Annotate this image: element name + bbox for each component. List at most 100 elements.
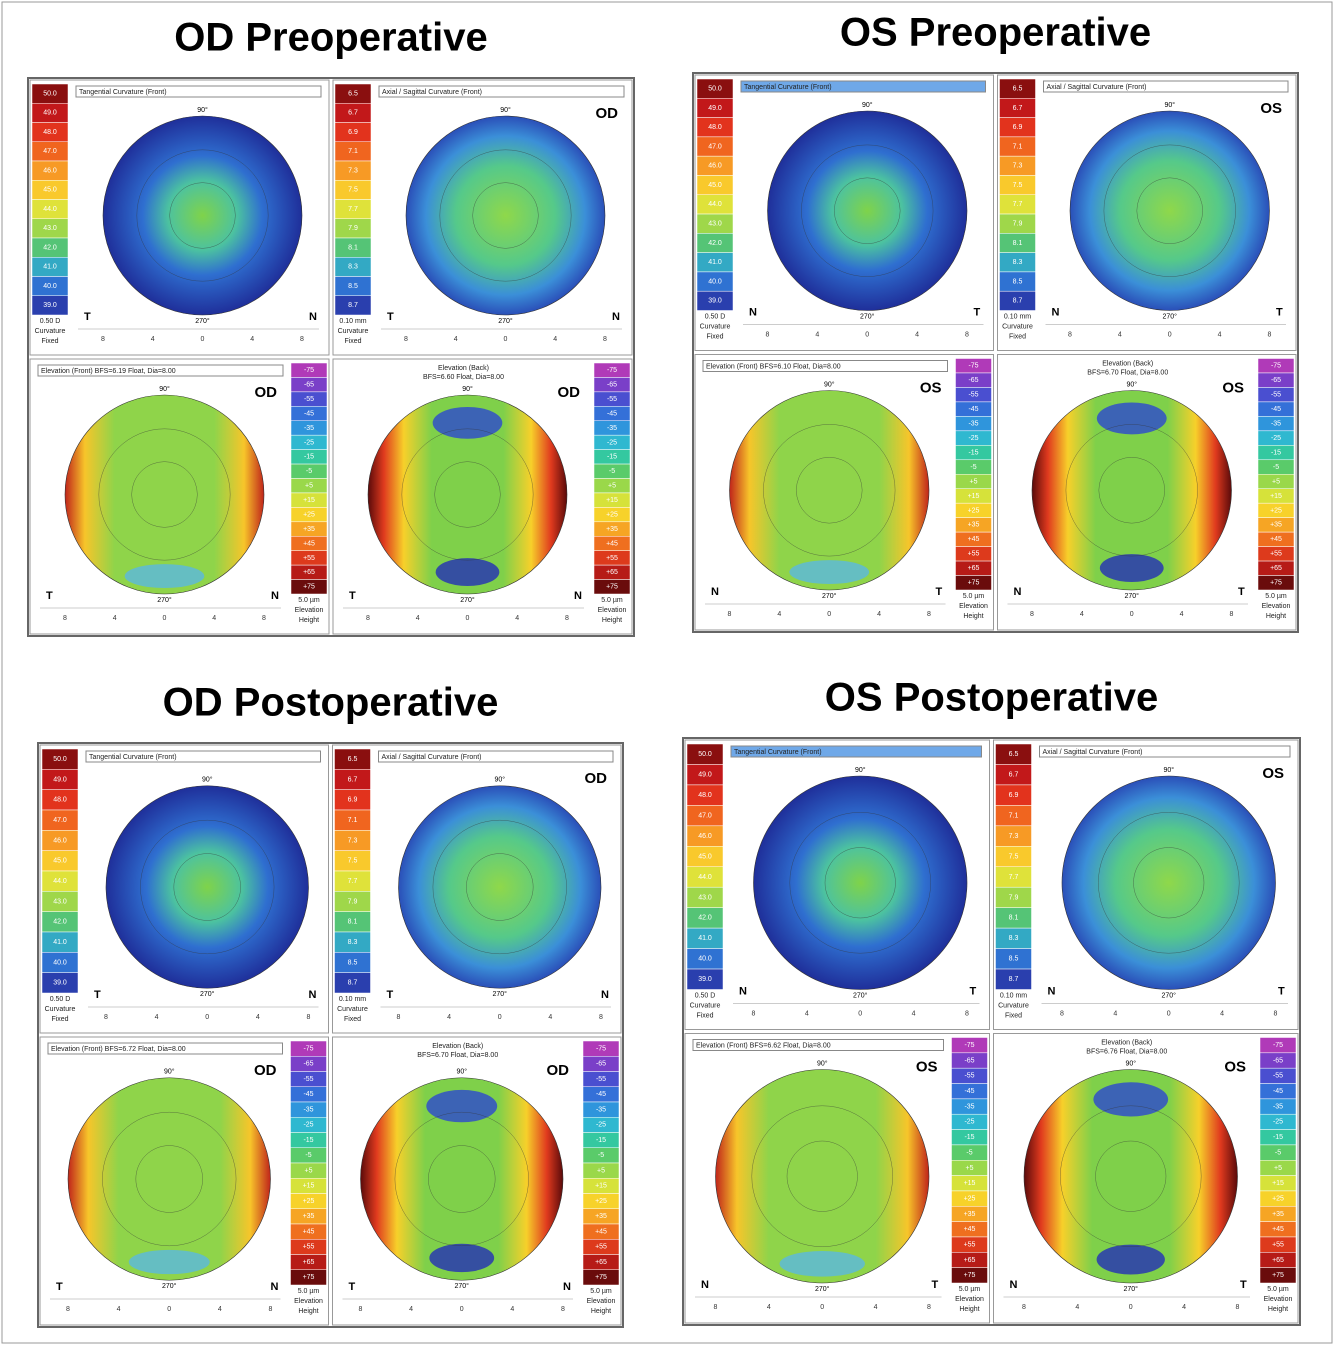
angle-top: 90° [462,385,473,393]
scale-label: +75 [968,580,980,587]
scale-label: +65 [1272,1257,1284,1264]
side-right: T [974,306,981,318]
eye-label: OS [1262,765,1284,782]
scale-label: 7.1 [348,817,358,824]
side-right: T [1276,306,1283,318]
scale-label: 7.1 [348,148,358,155]
topography-map [1070,111,1270,311]
ruler-label: 4 [777,611,781,618]
map-header: Elevation (Front) BFS=6.72 Float, Dia=8.… [51,1046,186,1053]
ruler-label: 8 [927,1304,931,1311]
scale-footer: 0.50 D [50,996,71,1003]
side-right: N [271,590,279,602]
angle-bottom: 270° [1163,312,1178,320]
scale-label: 43.0 [698,894,712,901]
angle-bottom: 270° [815,1285,830,1293]
ruler-label: 8 [404,336,408,343]
scale-label: -55 [1271,392,1281,399]
scale-label: 39.0 [53,980,67,987]
eye-label: OS [1222,379,1244,396]
scale-footer: 5.0 µm [1265,593,1287,600]
scale-label: +55 [303,555,315,562]
ruler-label: 4 [553,336,557,343]
scale-label: 8.3 [348,939,358,946]
angle-bottom: 270° [493,990,508,998]
ruler-label: 8 [565,615,569,622]
side-left: N [1014,586,1022,598]
ruler-label: 4 [915,331,919,338]
scale-label: 47.0 [43,148,57,155]
scale-label: 44.0 [53,878,67,885]
ruler-label: 4 [1075,1304,1079,1311]
scale-label: 43.0 [708,221,722,228]
scale-label: -5 [1273,464,1279,471]
scale-label: -75 [303,1045,313,1052]
elevation-low [789,560,869,584]
scale-footer: 5.0 µm [963,593,985,600]
scale-footer: Fixed [706,333,723,340]
map-header: Axial / Sagittal Curvature (Front) [382,89,482,96]
scale-label: -45 [1273,1088,1283,1095]
scale-label: -55 [968,392,978,399]
ruler-label: 4 [256,1014,260,1021]
side-left: T [56,1281,63,1293]
scale-label: +15 [1270,493,1282,500]
scale-label: 6.5 [1013,85,1023,92]
scale-label: 46.0 [698,833,712,840]
scale-label: 49.0 [43,110,57,117]
scale-label: 42.0 [708,240,722,247]
scale-label: -55 [964,1073,974,1080]
scale-label: 44.0 [43,206,57,213]
scale-label: 45.0 [708,182,722,189]
elevation-low [1093,1082,1168,1116]
scale-label: +75 [303,584,315,591]
scale-footer: Fixed [41,338,58,345]
scale-label: +35 [303,1213,315,1220]
scale-label: +35 [303,526,315,533]
side-right: N [309,989,317,1001]
scale-label: -75 [1271,363,1281,370]
ruler-label: 4 [454,336,458,343]
ruler-label: 0 [504,336,508,343]
scale-label: -75 [964,1042,974,1049]
scale-footer: Height [591,1308,611,1315]
map-header: Elevation (Front) BFS=6.10 Float, Dia=8.… [706,363,841,370]
scale-label: +35 [964,1211,976,1218]
scale-label: -75 [1273,1042,1283,1049]
side-right: N [574,590,582,602]
angle-top: 90° [1125,1059,1136,1067]
ruler-label: 4 [155,1014,159,1021]
scale-label: +15 [606,497,618,504]
scale-footer: Elevation [587,1298,616,1305]
eye-label: OD [547,1062,570,1079]
scale-label: 46.0 [708,163,722,170]
scale-label: 7.9 [348,225,358,232]
ruler-label: 0 [460,1306,464,1313]
scale-label: 7.5 [348,858,358,865]
ruler-label: 4 [250,336,254,343]
side-left: N [1010,1279,1018,1291]
scale-label: -45 [964,1088,974,1095]
ruler-label: 8 [1274,1010,1278,1017]
side-left: N [749,306,757,318]
angle-bottom: 270° [1124,1285,1139,1293]
scale-label: 42.0 [53,919,67,926]
ruler-label: 4 [218,1306,222,1313]
scale-label: 8.5 [348,959,358,966]
scale-label: 7.7 [1013,201,1023,208]
side-left: T [46,590,53,602]
ruler-label: 8 [366,615,370,622]
scale-label: 7.5 [348,187,358,194]
scale-footer: 5.0 µm [959,1286,981,1293]
scale-label: +55 [1272,1241,1284,1248]
scale-label: -15 [607,454,617,461]
scale-label: -15 [303,1137,313,1144]
scale-label: 7.3 [348,167,358,174]
scale-label: 40.0 [708,278,722,285]
panel-title: OD Postoperative [163,681,499,725]
scale-label: -5 [970,464,976,471]
scale-label: +45 [595,1228,607,1235]
side-left: N [739,985,747,997]
angle-bottom: 270° [460,596,475,604]
scale-footer: Elevation [294,1298,323,1305]
